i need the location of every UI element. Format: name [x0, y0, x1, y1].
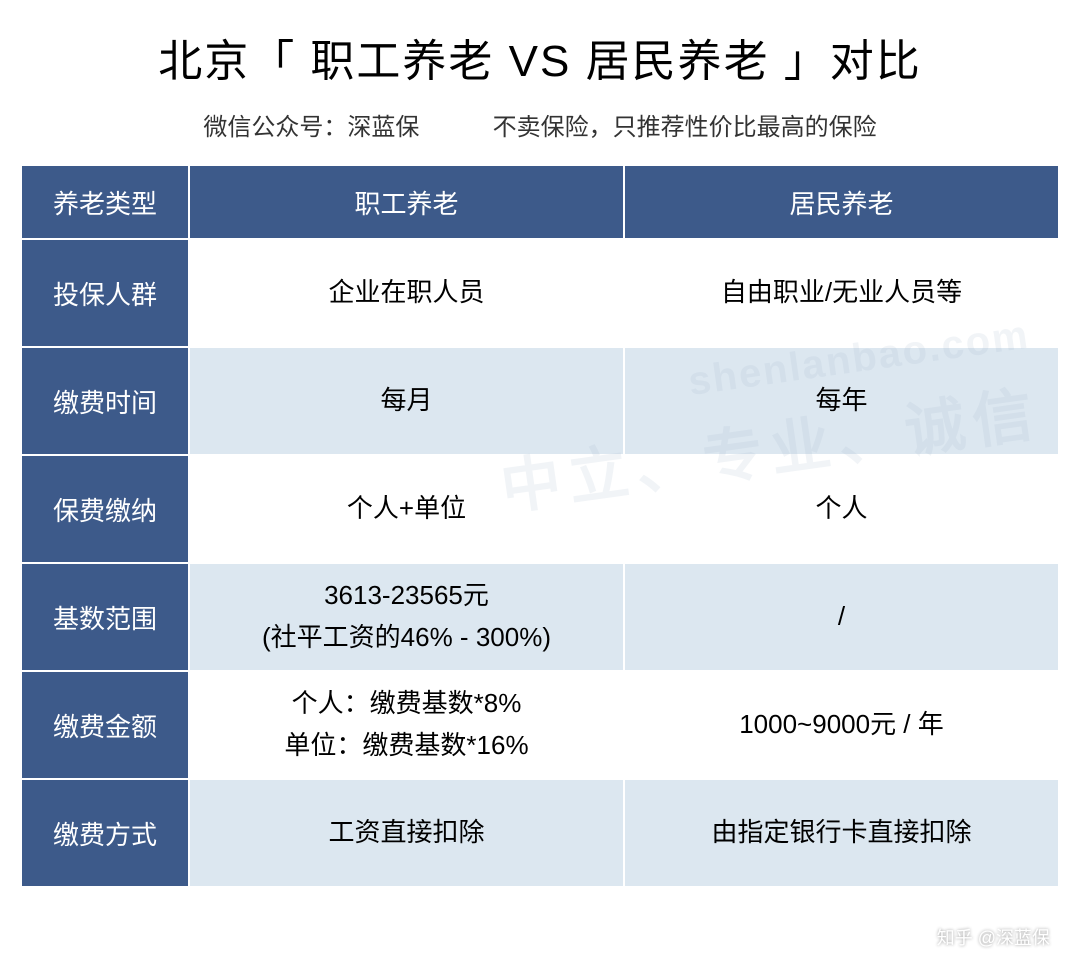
subtitle: 微信公众号：深蓝保 不卖保险，只推荐性价比最高的保险	[20, 107, 1060, 142]
page-title: 北京「 职工养老 VS 居民养老 」对比	[20, 25, 1060, 89]
header-col-1: 职工养老	[189, 165, 624, 239]
row-col1: 个人+单位	[189, 455, 624, 563]
row-label: 基数范围	[21, 563, 189, 671]
row-col1: 每月	[189, 347, 624, 455]
page-container: 北京「 职工养老 VS 居民养老 」对比 微信公众号：深蓝保 不卖保险，只推荐性…	[0, 0, 1080, 966]
subtitle-right: 不卖保险，只推荐性价比最高的保险	[493, 114, 877, 141]
row-col2: /	[624, 563, 1059, 671]
table-row: 保费缴纳 个人+单位 个人	[21, 455, 1059, 563]
header-col-0: 养老类型	[21, 165, 189, 239]
row-label: 投保人群	[21, 239, 189, 347]
row-col1: 企业在职人员	[189, 239, 624, 347]
brand-watermark: 知乎 @深蓝保	[937, 924, 1050, 950]
row-label: 缴费时间	[21, 347, 189, 455]
comparison-table: 养老类型 职工养老 居民养老 投保人群 企业在职人员 自由职业/无业人员等 缴费…	[20, 164, 1060, 888]
table-row: 基数范围 3613-23565元 (社平工资的46% - 300%) /	[21, 563, 1059, 671]
table-header-row: 养老类型 职工养老 居民养老	[21, 165, 1059, 239]
header-col-2: 居民养老	[624, 165, 1059, 239]
row-col2: 自由职业/无业人员等	[624, 239, 1059, 347]
table-row: 投保人群 企业在职人员 自由职业/无业人员等	[21, 239, 1059, 347]
table-row: 缴费时间 每月 每年	[21, 347, 1059, 455]
row-label: 缴费方式	[21, 779, 189, 887]
row-col2: 每年	[624, 347, 1059, 455]
row-label: 保费缴纳	[21, 455, 189, 563]
row-col1: 个人：缴费基数*8% 单位：缴费基数*16%	[189, 671, 624, 779]
row-col1: 3613-23565元 (社平工资的46% - 300%)	[189, 563, 624, 671]
row-col2: 个人	[624, 455, 1059, 563]
table-row: 缴费方式 工资直接扣除 由指定银行卡直接扣除	[21, 779, 1059, 887]
row-label: 缴费金额	[21, 671, 189, 779]
row-col1: 工资直接扣除	[189, 779, 624, 887]
subtitle-left: 微信公众号：深蓝保	[203, 114, 419, 141]
row-col2: 由指定银行卡直接扣除	[624, 779, 1059, 887]
row-col2: 1000~9000元 / 年	[624, 671, 1059, 779]
table-row: 缴费金额 个人：缴费基数*8% 单位：缴费基数*16% 1000~9000元 /…	[21, 671, 1059, 779]
